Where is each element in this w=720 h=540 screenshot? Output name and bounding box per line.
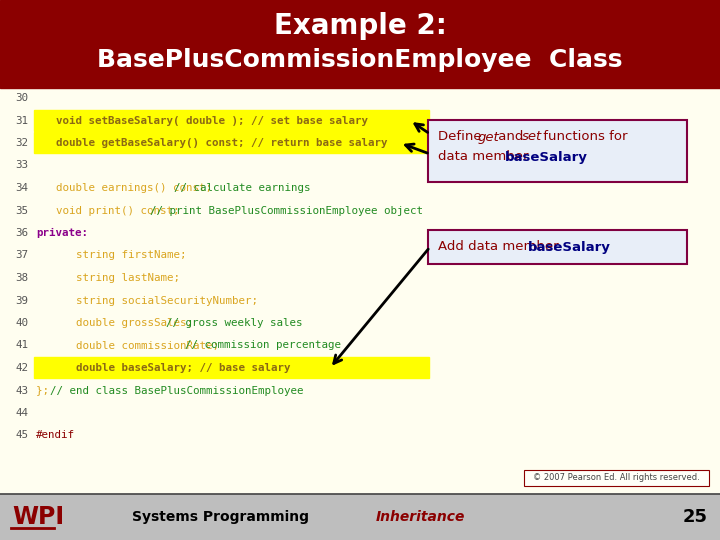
Text: Add data member: Add data member <box>438 240 563 253</box>
Text: 37: 37 <box>15 251 28 260</box>
Bar <box>524 470 709 486</box>
Text: baseSalary: baseSalary <box>505 151 588 164</box>
Text: 44: 44 <box>15 408 28 418</box>
Text: baseSalary: baseSalary <box>528 240 611 253</box>
Text: 45: 45 <box>15 430 28 441</box>
Text: 40: 40 <box>15 318 28 328</box>
Text: data member: data member <box>438 151 533 164</box>
Text: 30: 30 <box>15 93 28 103</box>
Text: // end class BasePlusCommissionEmployee: // end class BasePlusCommissionEmployee <box>50 386 304 395</box>
FancyBboxPatch shape <box>428 230 687 264</box>
Text: // print BasePlusCommissionEmployee object: // print BasePlusCommissionEmployee obje… <box>150 206 423 215</box>
Text: private:: private: <box>36 228 88 238</box>
Text: string firstName;: string firstName; <box>76 251 186 260</box>
Bar <box>34 110 429 131</box>
Text: // commission percentage: // commission percentage <box>184 341 341 350</box>
Text: Example 2:: Example 2: <box>274 12 446 40</box>
Text: };: }; <box>36 386 55 395</box>
Bar <box>0 88 720 494</box>
Text: 39: 39 <box>15 295 28 306</box>
Text: Systems Programming: Systems Programming <box>132 510 308 524</box>
FancyBboxPatch shape <box>428 120 687 182</box>
Bar <box>34 357 429 378</box>
Text: 36: 36 <box>15 228 28 238</box>
Bar <box>0 0 720 88</box>
Text: Inheritance: Inheritance <box>375 510 464 524</box>
Text: double grossSales;: double grossSales; <box>76 318 199 328</box>
Text: 35: 35 <box>15 206 28 215</box>
Text: 43: 43 <box>15 386 28 395</box>
Text: 25: 25 <box>683 508 708 526</box>
Bar <box>34 132 429 153</box>
Text: void print() const;: void print() const; <box>56 206 186 215</box>
Text: string lastName;: string lastName; <box>76 273 180 283</box>
Text: double earnings() const;: double earnings() const; <box>56 183 218 193</box>
Text: double commissionRate;: double commissionRate; <box>76 341 225 350</box>
Text: 42: 42 <box>15 363 28 373</box>
Text: get: get <box>477 131 499 144</box>
Text: double baseSalary; // base salary: double baseSalary; // base salary <box>76 363 290 373</box>
Text: 38: 38 <box>15 273 28 283</box>
Text: 34: 34 <box>15 183 28 193</box>
Text: #endif: #endif <box>36 430 75 441</box>
Text: functions for: functions for <box>539 131 627 144</box>
Text: 32: 32 <box>15 138 28 148</box>
Text: set: set <box>522 131 542 144</box>
Text: double getBaseSalary() const; // return base salary: double getBaseSalary() const; // return … <box>56 138 387 148</box>
Text: WPI: WPI <box>12 505 64 529</box>
Bar <box>0 494 720 540</box>
Text: and: and <box>494 131 528 144</box>
Text: 33: 33 <box>15 160 28 171</box>
Text: void setBaseSalary( double ); // set base salary: void setBaseSalary( double ); // set bas… <box>56 116 368 125</box>
Text: 31: 31 <box>15 116 28 125</box>
Text: BasePlusCommissionEmployee  Class: BasePlusCommissionEmployee Class <box>97 48 623 72</box>
Text: Define: Define <box>438 131 486 144</box>
Text: // gross weekly sales: // gross weekly sales <box>166 318 302 328</box>
Text: © 2007 Pearson Ed. All rights reserved.: © 2007 Pearson Ed. All rights reserved. <box>533 474 700 483</box>
Text: // calculate earnings: // calculate earnings <box>174 183 310 193</box>
Text: string socialSecurityNumber;: string socialSecurityNumber; <box>76 295 258 306</box>
Text: 41: 41 <box>15 341 28 350</box>
